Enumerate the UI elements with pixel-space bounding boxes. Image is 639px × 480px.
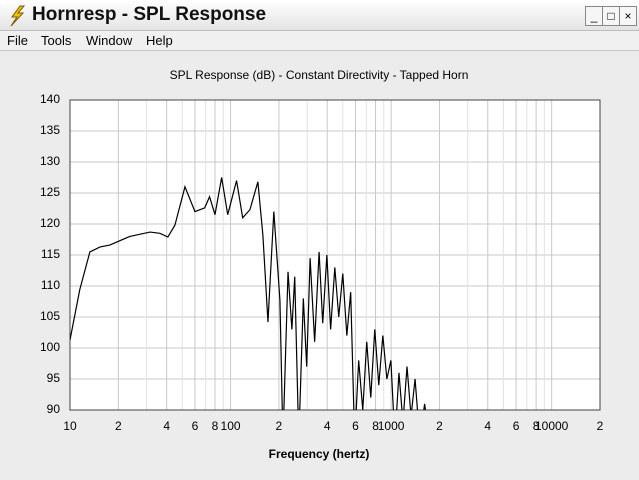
x-tick-label: 6 bbox=[352, 419, 359, 433]
x-axis-label: Frequency (hertz) bbox=[269, 447, 370, 461]
y-tick-label: 130 bbox=[40, 154, 60, 168]
x-tick-label: 4 bbox=[163, 419, 170, 433]
menu-item[interactable]: Help bbox=[146, 33, 173, 48]
y-tick-label: 95 bbox=[47, 371, 61, 385]
menu-item[interactable]: Window bbox=[86, 33, 133, 48]
data-line bbox=[70, 177, 427, 410]
y-tick-label: 105 bbox=[40, 309, 60, 323]
x-tick-label: 10 bbox=[63, 419, 77, 433]
menu-bar: File Tools Window Help bbox=[0, 31, 639, 51]
chart: SPL Response (dB) - Constant Directivity… bbox=[40, 68, 604, 461]
x-tick-label: 2 bbox=[115, 419, 122, 433]
y-tick-label: 140 bbox=[40, 92, 60, 106]
x-tick-label: 10000 bbox=[535, 419, 569, 433]
x-tick-label: 6 bbox=[192, 419, 199, 433]
x-tick-label: 2 bbox=[436, 419, 443, 433]
x-tick-label: 8 bbox=[372, 419, 379, 433]
x-tick-label: 2 bbox=[597, 419, 604, 433]
x-tick-label: 1000 bbox=[378, 419, 405, 433]
y-tick-label: 125 bbox=[40, 185, 60, 199]
x-tick-label: 8 bbox=[212, 419, 219, 433]
y-tick-label: 115 bbox=[41, 247, 60, 261]
app-icon bbox=[10, 5, 26, 27]
x-tick-label: 100 bbox=[221, 419, 241, 433]
plot-border bbox=[69, 99, 601, 411]
x-tick-label: 6 bbox=[513, 419, 520, 433]
x-tick-label: 8 bbox=[533, 419, 540, 433]
menu-item[interactable]: Tools bbox=[41, 33, 72, 48]
maximize-button[interactable]: □ bbox=[602, 6, 620, 26]
close-button[interactable]: × bbox=[619, 6, 637, 26]
minimize-button[interactable]: _ bbox=[585, 6, 603, 26]
chart-title: SPL Response (dB) - Constant Directivity… bbox=[170, 68, 469, 82]
y-tick-label: 90 bbox=[47, 402, 61, 416]
x-tick-label: 2 bbox=[276, 419, 283, 433]
y-tick-label: 100 bbox=[40, 340, 60, 354]
y-tick-label: 110 bbox=[41, 278, 60, 292]
window-title: Hornresp - SPL Response bbox=[32, 4, 267, 25]
y-tick-label: 120 bbox=[40, 216, 60, 230]
x-tick-label: 4 bbox=[324, 419, 331, 433]
title-bar: Hornresp - SPL Response _ □ × bbox=[0, 0, 639, 31]
x-tick-label: 4 bbox=[484, 419, 491, 433]
menu-item[interactable]: File bbox=[7, 33, 28, 48]
y-tick-label: 135 bbox=[40, 123, 60, 137]
